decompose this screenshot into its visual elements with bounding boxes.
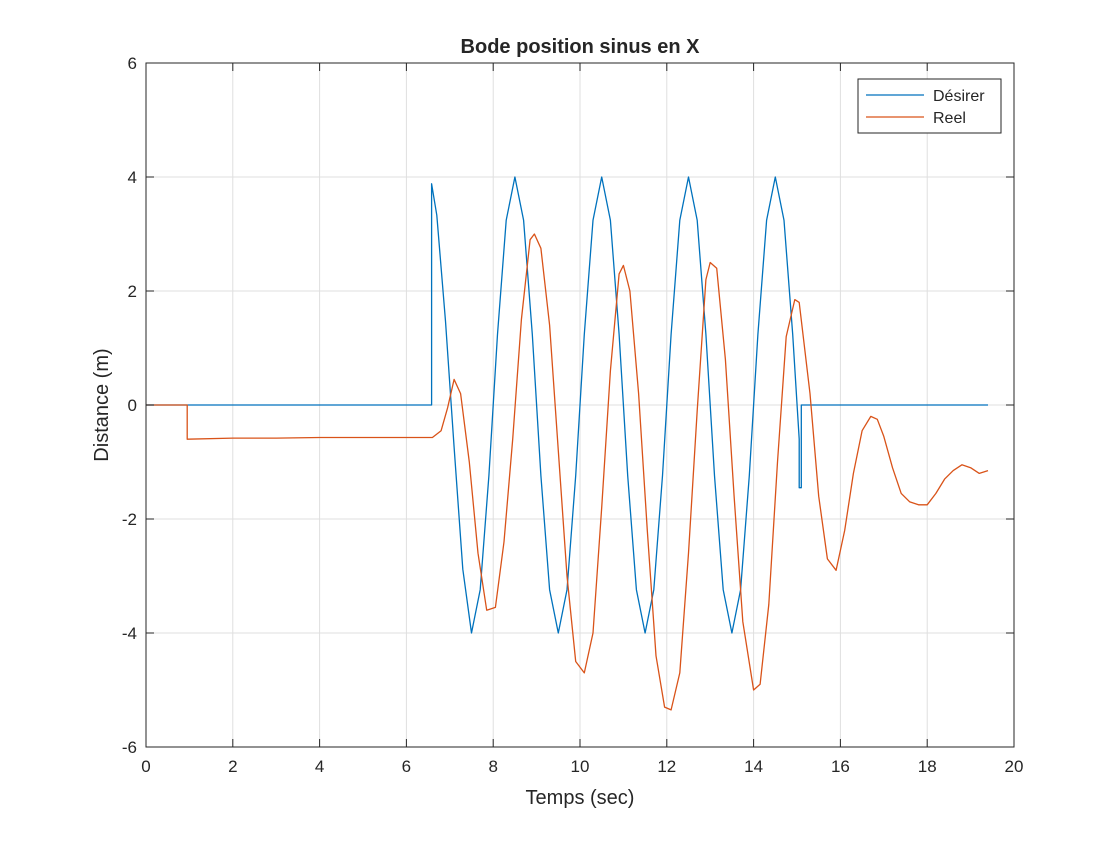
y-tick-label: -6	[122, 738, 137, 757]
x-axis-label: Temps (sec)	[526, 787, 635, 809]
y-tick-label: 6	[128, 54, 137, 73]
legend-label-reel: Reel	[933, 110, 966, 127]
y-tick-label: 0	[128, 396, 137, 415]
y-tick-label: -2	[122, 510, 137, 529]
legend-box	[857, 78, 1002, 134]
series-line-desirer	[146, 176, 988, 634]
y-tick-label: -4	[122, 624, 137, 643]
series-line-reel	[146, 233, 989, 711]
x-tick-label: 2	[228, 757, 237, 776]
ticks: 0 2 4 6 8 10 12 14 16 18 20 -6 -4 -2 0 2 4 6	[122, 54, 1024, 776]
x-tick-label: 20	[1005, 757, 1024, 776]
x-tick-label: 14	[744, 757, 763, 776]
legend: Désirer Reel	[857, 78, 1002, 134]
chart-title: Bode position sinus en X	[461, 36, 701, 58]
x-tick-label: 16	[831, 757, 850, 776]
y-tick-label: 2	[128, 282, 137, 301]
x-tick-label: 10	[571, 757, 590, 776]
x-tick-label: 8	[488, 757, 497, 776]
x-tick-label: 12	[657, 757, 676, 776]
x-tick-label: 18	[918, 757, 937, 776]
y-tick-label: 4	[128, 168, 137, 187]
x-tick-label: 6	[402, 757, 411, 776]
x-tick-label: 0	[141, 757, 150, 776]
series-layer	[146, 176, 989, 711]
y-axis-label: Distance (m)	[91, 348, 113, 461]
legend-label-desirer: Désirer	[933, 88, 985, 105]
x-tick-label: 4	[315, 757, 324, 776]
